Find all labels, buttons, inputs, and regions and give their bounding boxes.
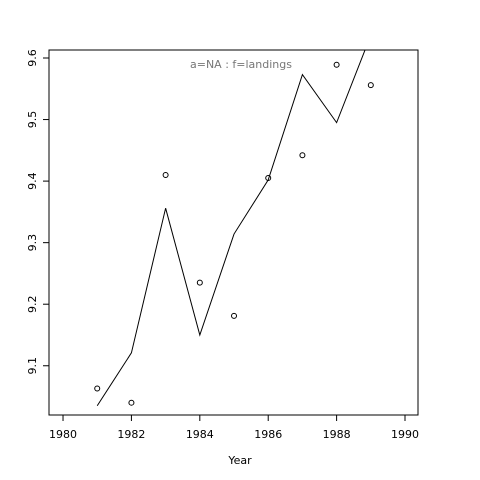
y-tick-label: 9.6 (26, 49, 39, 67)
y-tick-label: 9.1 (26, 357, 39, 375)
point (128, 399, 135, 406)
y-tick-label: 9.3 (26, 234, 39, 252)
plot-box (48, 49, 419, 416)
point (94, 385, 101, 392)
point (299, 152, 306, 159)
point (367, 82, 374, 89)
y-tick-label: 9.4 (26, 172, 39, 190)
x-tick-label: 1988 (323, 428, 351, 441)
x-axis-label: Year (227, 454, 252, 467)
y-tick-label: 9.5 (26, 111, 39, 129)
line (96, 50, 366, 407)
point (231, 312, 238, 319)
plot-area (94, 50, 374, 407)
chart-title: a=NA : f=landings (190, 58, 292, 71)
point (162, 171, 169, 178)
x-tick-label: 1984 (186, 428, 214, 441)
x-tick-label: 1990 (391, 428, 419, 441)
point (196, 279, 203, 286)
y-tick-label: 9.2 (26, 295, 39, 313)
x-tick-label: 1980 (49, 428, 77, 441)
x-tick-label: 1986 (254, 428, 282, 441)
x-tick-label: 1982 (117, 428, 145, 441)
point (333, 61, 340, 68)
